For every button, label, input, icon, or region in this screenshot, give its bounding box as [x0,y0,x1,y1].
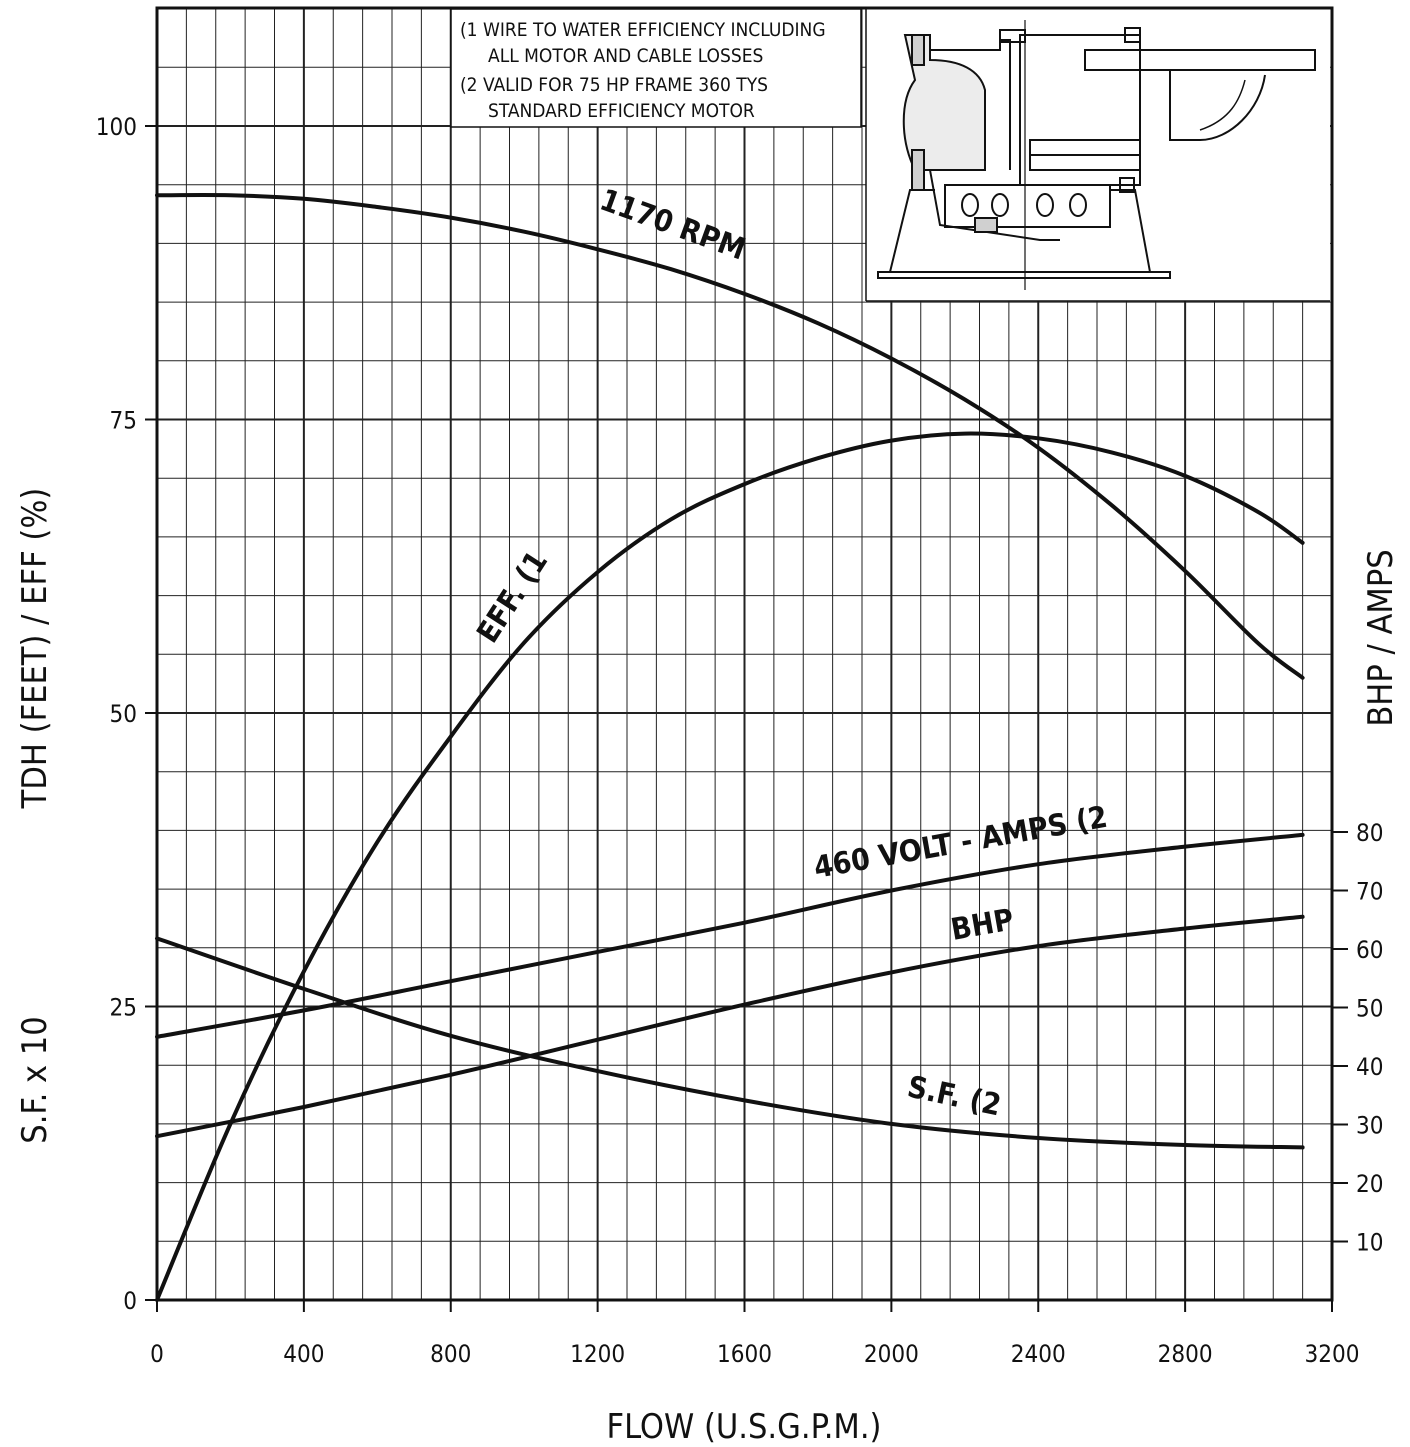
y-axis-title-right: BHP / AMPS [1361,549,1401,726]
curve-eff [155,431,1305,1302]
left-tick-label: 100 [96,113,137,141]
x-tick-label: 0 [150,1340,164,1368]
right-tick-label: 70 [1356,878,1383,906]
right-tick-label: 60 [1356,936,1383,964]
note-line-4: STANDARD EFFICIENCY MOTOR [488,100,755,122]
x-tick-label: 2400 [1011,1340,1066,1368]
y-axis-title-left-lower: S.F. x 10 [15,1016,55,1143]
right-tick-label: 30 [1356,1112,1383,1140]
x-tick-label: 2000 [864,1340,919,1368]
curve-bhp [155,914,1305,1139]
right-tick-label: 40 [1356,1053,1383,1081]
x-tick-label: 3200 [1305,1340,1360,1368]
right-tick-label: 20 [1356,1170,1383,1198]
curve-1170-rpm [155,193,1305,680]
left-axis-ticks: 0 25 50 75 100 [96,113,157,1315]
right-tick-label: 80 [1356,819,1383,847]
left-tick-label: 75 [110,407,137,435]
note-line-2: ALL MOTOR AND CABLE LOSSES [488,45,763,67]
right-tick-label: 50 [1356,995,1383,1023]
right-tick-label: 10 [1356,1229,1383,1257]
x-tick-label: 400 [283,1340,324,1368]
y-axis-title-left: TDH (FEET) / EFF (%) [15,488,55,810]
left-tick-label: 50 [110,700,137,728]
left-tick-label: 25 [110,994,137,1022]
note-line-1: (1 WIRE TO WATER EFFICIENCY INCLUDING [460,19,826,41]
curve-sf [155,936,1305,1150]
notes-box [450,8,862,128]
pump-cross-section-drawing [865,9,1330,302]
curves [155,193,1305,1302]
x-axis-title: FLOW (U.S.G.P.M.) [607,1407,882,1447]
note-line-3: (2 VALID FOR 75 HP FRAME 360 TYS [460,74,768,96]
x-axis-ticks: 0 400 800 1200 1600 2000 2400 2800 3200 [150,1300,1359,1368]
x-tick-label: 1200 [570,1340,625,1368]
x-tick-label: 800 [430,1340,471,1368]
left-tick-label: 0 [123,1287,137,1315]
x-tick-label: 1600 [717,1340,772,1368]
x-tick-label: 2800 [1158,1340,1213,1368]
right-axis-ticks: 10 20 30 40 50 60 70 80 [1332,819,1383,1257]
